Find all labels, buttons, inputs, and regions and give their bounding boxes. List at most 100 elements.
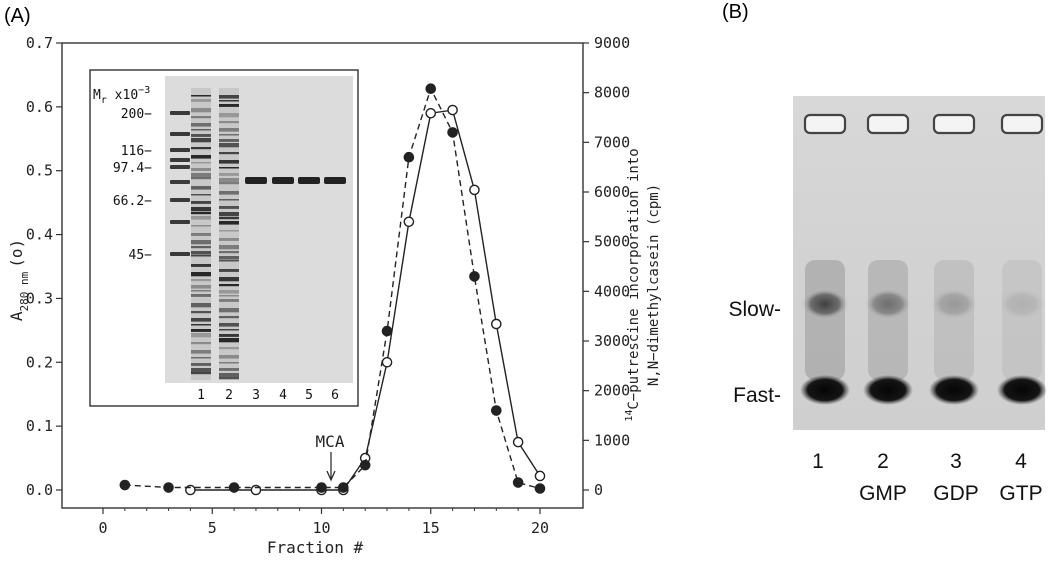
crude-band — [219, 191, 239, 195]
x-tick-label: 0 — [98, 519, 107, 537]
gel-well — [866, 113, 910, 135]
y-left-tick-label: 0.4 — [26, 226, 53, 244]
y-axis-left: 0.0 0.1 0.2 0.3 0.4 0.5 0.6 0.7 — [26, 34, 62, 499]
crude-band — [191, 225, 211, 227]
x-tick-label: 20 — [531, 519, 549, 537]
x-axis-title: Fraction # — [267, 538, 364, 557]
data-point-open — [403, 216, 415, 228]
ladder-band — [170, 180, 190, 184]
purified-band — [324, 177, 346, 184]
crude-band — [191, 255, 211, 257]
mca-arrow — [326, 452, 336, 482]
crude-band — [219, 355, 239, 359]
inset-mr-label: Mr x10−3 — [93, 85, 150, 106]
crude-band — [219, 113, 239, 118]
gel-b-lane-number: 3 — [950, 450, 962, 473]
crude-band — [191, 168, 211, 171]
crude-band — [219, 290, 239, 294]
crude-band — [219, 260, 239, 262]
y-right-tick-label: 9000 — [594, 34, 630, 52]
gel-band-fast — [997, 375, 1047, 405]
data-point-filled — [425, 83, 437, 94]
crude-band — [191, 173, 211, 178]
crude-band — [191, 279, 211, 282]
gel-b-lane-number: 4 — [1015, 450, 1027, 473]
crude-band — [191, 155, 211, 159]
panel-a-label: (A) — [4, 5, 31, 27]
crude-band — [219, 295, 239, 297]
crude-band — [191, 186, 211, 190]
crude-band — [219, 238, 239, 241]
data-point-filled — [469, 271, 480, 282]
crude-band — [219, 100, 239, 102]
data-point-open — [250, 484, 262, 496]
crude-band — [191, 303, 211, 308]
y-right-tick-label: 4000 — [594, 282, 630, 300]
gel-b-lane-label: GDP — [933, 482, 979, 505]
data-point-open — [469, 184, 480, 196]
gel-well — [803, 113, 847, 135]
crude-band — [191, 251, 211, 255]
crude-band — [219, 104, 239, 107]
data-point-open — [534, 470, 546, 482]
data-point-filled — [228, 482, 240, 493]
inset-marker-label: 97.4− — [113, 161, 152, 176]
y-axis-right: 0 1000 2000 3000 4000 5000 6000 7000 8000 9000 — [583, 34, 630, 499]
gel-b-bands — [800, 260, 1047, 405]
crude-band — [219, 160, 239, 164]
inset-lane-number: 4 — [279, 388, 287, 403]
chart-series — [119, 83, 546, 496]
crude-band — [219, 334, 239, 337]
y-right-axis-title-line1: 14C−putrescine incorporation into — [624, 148, 642, 421]
crude-band — [191, 147, 211, 150]
data-point-filled — [163, 482, 174, 493]
gel-b-background — [793, 96, 1045, 430]
inset-lane-number: 2 — [225, 388, 233, 403]
y-right-axis-title-line2: N,N−dimethylcasein (cpm) — [646, 184, 662, 386]
gel-band-fast — [800, 375, 850, 405]
ladder-band — [170, 148, 190, 152]
crude-band — [219, 139, 239, 142]
crude-band — [191, 207, 211, 212]
data-point-open — [490, 318, 502, 330]
plot-frame — [61, 42, 584, 509]
crude-band — [219, 256, 239, 260]
y-left-tick-label: 0.7 — [26, 34, 53, 52]
crude-band — [191, 201, 211, 204]
crude-band — [219, 212, 239, 217]
gel-well — [1000, 113, 1044, 135]
crude-band — [191, 318, 211, 322]
crude-band — [219, 329, 239, 331]
gel-well — [932, 113, 976, 135]
crude-band — [191, 95, 211, 97]
data-point-open — [512, 436, 524, 448]
gel-band-slow — [998, 288, 1046, 320]
x-tick-label: 5 — [208, 519, 217, 537]
band-label-fast: Fast- — [733, 384, 781, 407]
y-left-axis-title: A280 nm(o) — [7, 239, 31, 321]
crude-band — [219, 128, 239, 132]
crude-band — [219, 134, 239, 136]
gel-band-slow — [864, 288, 912, 320]
crude-band — [219, 277, 239, 282]
gel-b-lane-labels: 1 2 3 4 GMP GDP GTP — [812, 450, 1042, 505]
data-point-filled — [512, 477, 524, 488]
crude-band — [191, 363, 211, 366]
y-right-tick-label: 7000 — [594, 133, 630, 151]
ladder-band — [170, 158, 190, 162]
y-right-tick-label: 2000 — [594, 382, 630, 400]
data-point-filled — [119, 479, 131, 491]
inset-lane-number: 6 — [331, 388, 339, 403]
crude-band — [191, 294, 211, 297]
gel-band-fast — [929, 375, 979, 405]
crude-band — [191, 233, 211, 236]
crude-band — [219, 284, 239, 287]
crude-band — [191, 216, 211, 220]
crude-band — [219, 95, 239, 99]
crude-band — [219, 221, 239, 225]
crude-band — [219, 182, 239, 185]
purified-band — [245, 177, 267, 184]
x-axis: 0 5 10 15 20 — [98, 508, 549, 537]
inset-crude-lanes — [191, 88, 239, 380]
crude-band — [219, 251, 239, 254]
